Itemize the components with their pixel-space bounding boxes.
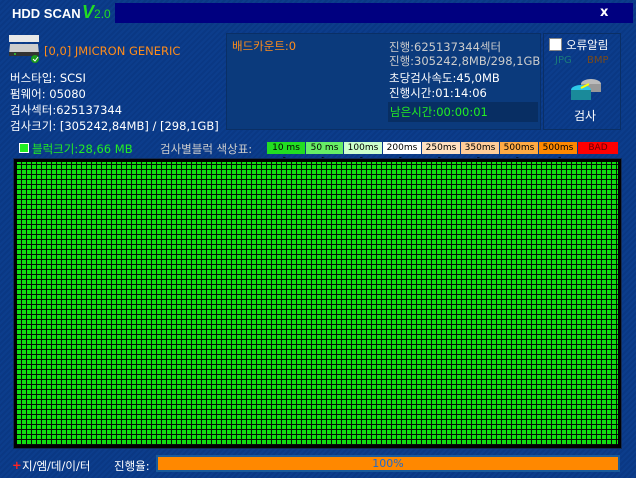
hdd-icon: [9, 35, 39, 63]
remaining-time: 남은시간:00:00:01: [388, 102, 538, 122]
legend-item: 200ms >: [383, 142, 421, 165]
legend-item: BAD: [578, 142, 618, 154]
jpg-button[interactable]: JPG: [555, 55, 572, 66]
legend-item: 50 ms >: [306, 142, 343, 165]
close-button[interactable]: x: [600, 5, 609, 20]
legend-item: 500ms <: [539, 142, 577, 165]
bad-count: 배드카운트:0: [232, 39, 297, 53]
scan-button[interactable]: 검사: [560, 74, 610, 126]
progress-bar: 100%: [156, 455, 620, 472]
app-title: HDD SCAN: [12, 6, 81, 21]
device-name: [0,0] JMICRON GENERIC: [44, 44, 181, 58]
options-panel: [543, 33, 621, 130]
legend-item: 500ms >: [500, 142, 538, 165]
progress-text: 100%: [372, 457, 404, 470]
scan-speed: 초당검사속도:45,0MB: [389, 71, 500, 85]
error-alarm-label[interactable]: 오류알림: [566, 38, 609, 52]
app-version: V2.0: [82, 2, 111, 23]
elapsed-time: 진행시간:01:14:06: [389, 86, 487, 100]
version-number: 2.0: [94, 7, 111, 21]
legend-item: 350ms >: [461, 142, 499, 165]
legend-title: 검사별블럭 색상표:: [160, 142, 253, 156]
legend-item: 10 ms >: [267, 142, 305, 165]
brand-label: 지/엠/데/이/터: [22, 459, 91, 473]
error-alarm-checkbox[interactable]: [549, 38, 562, 51]
block-size-swatch: [19, 143, 29, 153]
legend-item: 100ms >: [344, 142, 382, 165]
scan-size: 검사크기: [305242,84MB] / [298,1GB]: [10, 119, 219, 133]
progress-size: 진행:305242,8MB/298,1GB: [389, 54, 541, 68]
title-bar[interactable]: [115, 3, 633, 23]
scan-button-label: 검사: [573, 109, 597, 123]
legend-item: 250ms >: [422, 142, 460, 165]
block-size: 블럭크기:28,66 MB: [32, 142, 133, 156]
scan-sectors: 검사섹터:625137344: [10, 103, 123, 117]
scan-disk-icon: [571, 79, 601, 100]
bmp-button[interactable]: BMP: [587, 55, 609, 66]
firmware: 펌웨어: 05080: [10, 87, 86, 101]
block-map: [13, 158, 622, 449]
bus-type: 버스타입: SCSI: [10, 71, 86, 85]
block-cells: [17, 162, 618, 445]
progress-sectors: 진행:625137344섹터: [389, 40, 502, 54]
progress-label: 진행율:: [114, 459, 150, 473]
version-v: V: [82, 2, 95, 22]
brand-cross-icon: +: [12, 458, 22, 472]
